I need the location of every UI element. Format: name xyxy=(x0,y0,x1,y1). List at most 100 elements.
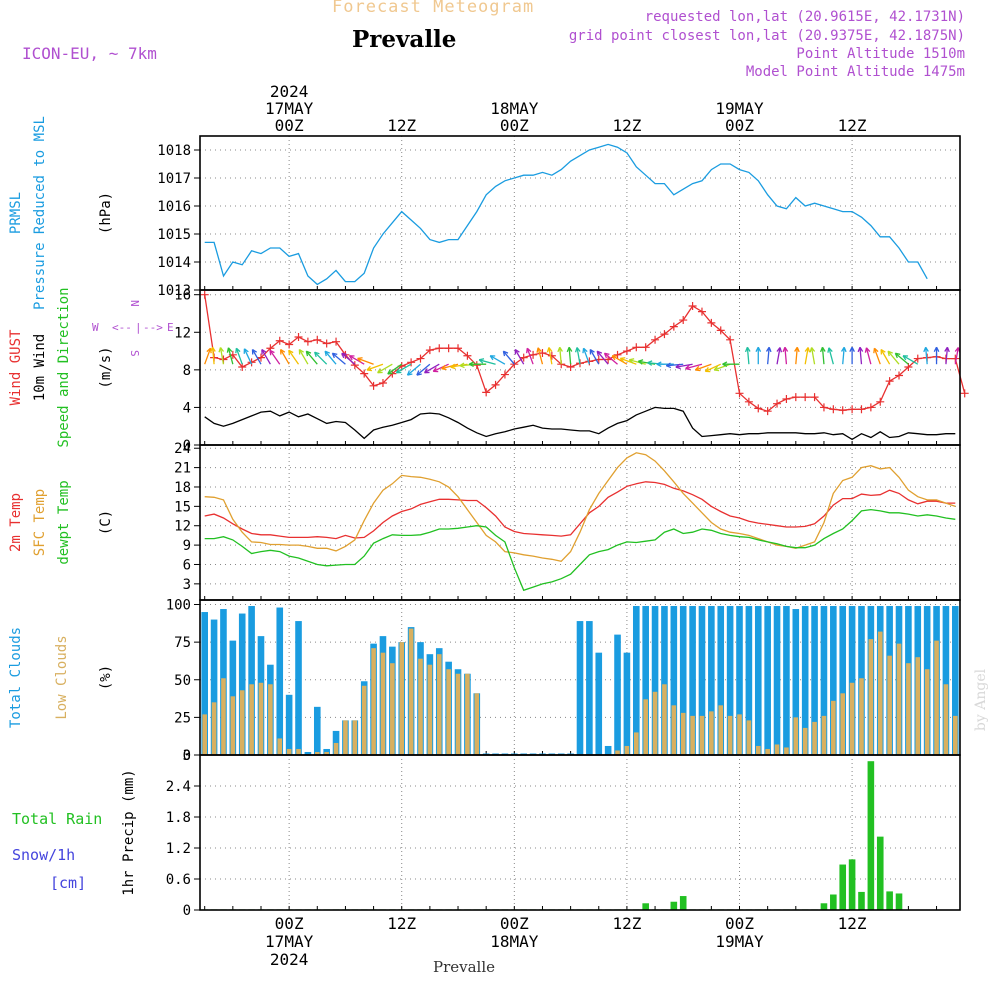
wind-arrow xyxy=(341,352,356,365)
low-clouds-bar xyxy=(821,715,827,755)
low-clouds-bar xyxy=(333,742,339,755)
low-clouds-bar xyxy=(671,705,677,755)
wind-arrowhead xyxy=(694,365,701,372)
low-clouds-bar xyxy=(877,631,883,755)
total-clouds-bar xyxy=(811,606,818,755)
low-clouds-bar xyxy=(343,720,348,755)
wind-arrowhead xyxy=(685,364,691,371)
wind-arrowhead xyxy=(827,347,833,353)
total-clouds-bar xyxy=(670,606,678,755)
low-clouds-bar xyxy=(633,732,639,755)
gust-marker xyxy=(660,330,669,339)
low-clouds-bar xyxy=(465,673,470,755)
precip-tick-label: 0 xyxy=(183,903,191,919)
wind-arrowhead xyxy=(450,363,456,370)
temperature-2m-temp-line xyxy=(204,481,956,540)
wind-arrowhead xyxy=(782,346,789,353)
wind-arrowhead xyxy=(755,346,762,352)
compass-east: E xyxy=(167,321,174,334)
wind-arrowhead xyxy=(656,361,662,368)
wind-arrow xyxy=(366,363,384,371)
clouds-tick-label: 100 xyxy=(166,598,191,614)
low-clouds-bar xyxy=(221,678,226,755)
pressure-tick-label: 1017 xyxy=(157,171,191,187)
wind-arrow xyxy=(537,347,544,365)
low-clouds-bar xyxy=(230,696,236,755)
total-clouds-bar xyxy=(839,606,847,755)
wind-arrowhead xyxy=(944,346,950,353)
wind-arrow xyxy=(526,348,534,365)
wind-arrowhead xyxy=(210,346,216,353)
wind-arrowhead xyxy=(387,369,393,375)
total-clouds-bar xyxy=(642,606,649,755)
gust-marker xyxy=(275,336,284,345)
wind-arrow xyxy=(695,363,712,371)
compass-north: N xyxy=(128,300,141,307)
wind-arrow xyxy=(235,348,243,365)
total-clouds-bar xyxy=(661,606,668,755)
gust-marker xyxy=(425,346,434,355)
wind-arrow xyxy=(620,357,637,365)
requested-coordinates: requested lon,lat (20.9615E, 42.1731N) xyxy=(644,9,965,25)
low-clouds-bar xyxy=(727,715,733,755)
wind-arrowhead xyxy=(704,367,711,373)
total-rain-bar xyxy=(867,761,875,910)
wind-arrowhead xyxy=(502,350,509,357)
low-clouds-bar xyxy=(887,655,892,755)
temperature-axis-label: 2m Temp xyxy=(8,493,24,552)
total-clouds-bar xyxy=(595,652,603,755)
wind-arrow xyxy=(204,348,212,365)
total-clouds-bar xyxy=(848,606,856,755)
total-clouds-bar xyxy=(651,606,659,755)
total-clouds-bar xyxy=(698,606,706,755)
gust-marker xyxy=(885,377,894,386)
wind-arrow xyxy=(314,351,328,365)
wind-arrow xyxy=(478,359,496,365)
wind-arrowhead xyxy=(269,349,275,356)
low-clouds-bar xyxy=(399,642,405,755)
temperature-tick-label: 15 xyxy=(174,499,191,515)
total-clouds-bar xyxy=(717,606,725,755)
gust-marker xyxy=(819,403,828,412)
temperature-tick-label: 9 xyxy=(183,538,191,554)
wind-arrow xyxy=(596,350,609,365)
time-label-top: 00Z xyxy=(500,116,529,135)
total-clouds-bar xyxy=(614,634,621,755)
temperature-tick-label: 12 xyxy=(174,519,191,535)
time-label-bottom: 00Z xyxy=(275,914,304,933)
time-label-top: 2024 xyxy=(270,82,309,101)
clouds-tick-label: 0 xyxy=(183,748,191,764)
gust-marker xyxy=(641,343,650,352)
temperature-axis-label: SFC Temp xyxy=(32,489,48,556)
gust-marker xyxy=(707,318,716,327)
wind-arrowhead xyxy=(406,370,413,376)
wind-arrowhead xyxy=(713,365,720,372)
low-clouds-bar xyxy=(361,685,367,755)
wind-arrow xyxy=(416,363,431,376)
gust-marker xyxy=(613,350,622,359)
wind-tick-label: 16 xyxy=(174,288,191,304)
wind-arrowhead xyxy=(933,346,940,352)
wind-arrowhead xyxy=(675,363,681,370)
wind-arrowhead xyxy=(619,357,626,363)
wind-arrow xyxy=(810,347,816,365)
wind-arrow xyxy=(804,347,809,365)
time-label-top: 00Z xyxy=(725,116,754,135)
gust-marker xyxy=(735,389,744,398)
total-clouds-bar xyxy=(792,609,800,755)
low-clouds-bar xyxy=(840,693,846,755)
low-clouds-bar xyxy=(474,693,480,755)
low-clouds-bar xyxy=(709,711,714,755)
model-altitude: Model Point Altitude 1475m xyxy=(745,64,965,80)
gust-marker xyxy=(491,380,500,389)
wind-arrowhead xyxy=(665,362,672,369)
wind-arrowhead xyxy=(566,346,573,353)
wind-arrow xyxy=(387,363,403,375)
gust-marker xyxy=(866,403,875,412)
low-clouds-bar xyxy=(915,657,921,755)
gust-marker xyxy=(688,301,697,310)
low-clouds-bar xyxy=(249,684,254,755)
wind-arrow xyxy=(945,347,949,365)
wind-arrowhead xyxy=(873,347,879,354)
